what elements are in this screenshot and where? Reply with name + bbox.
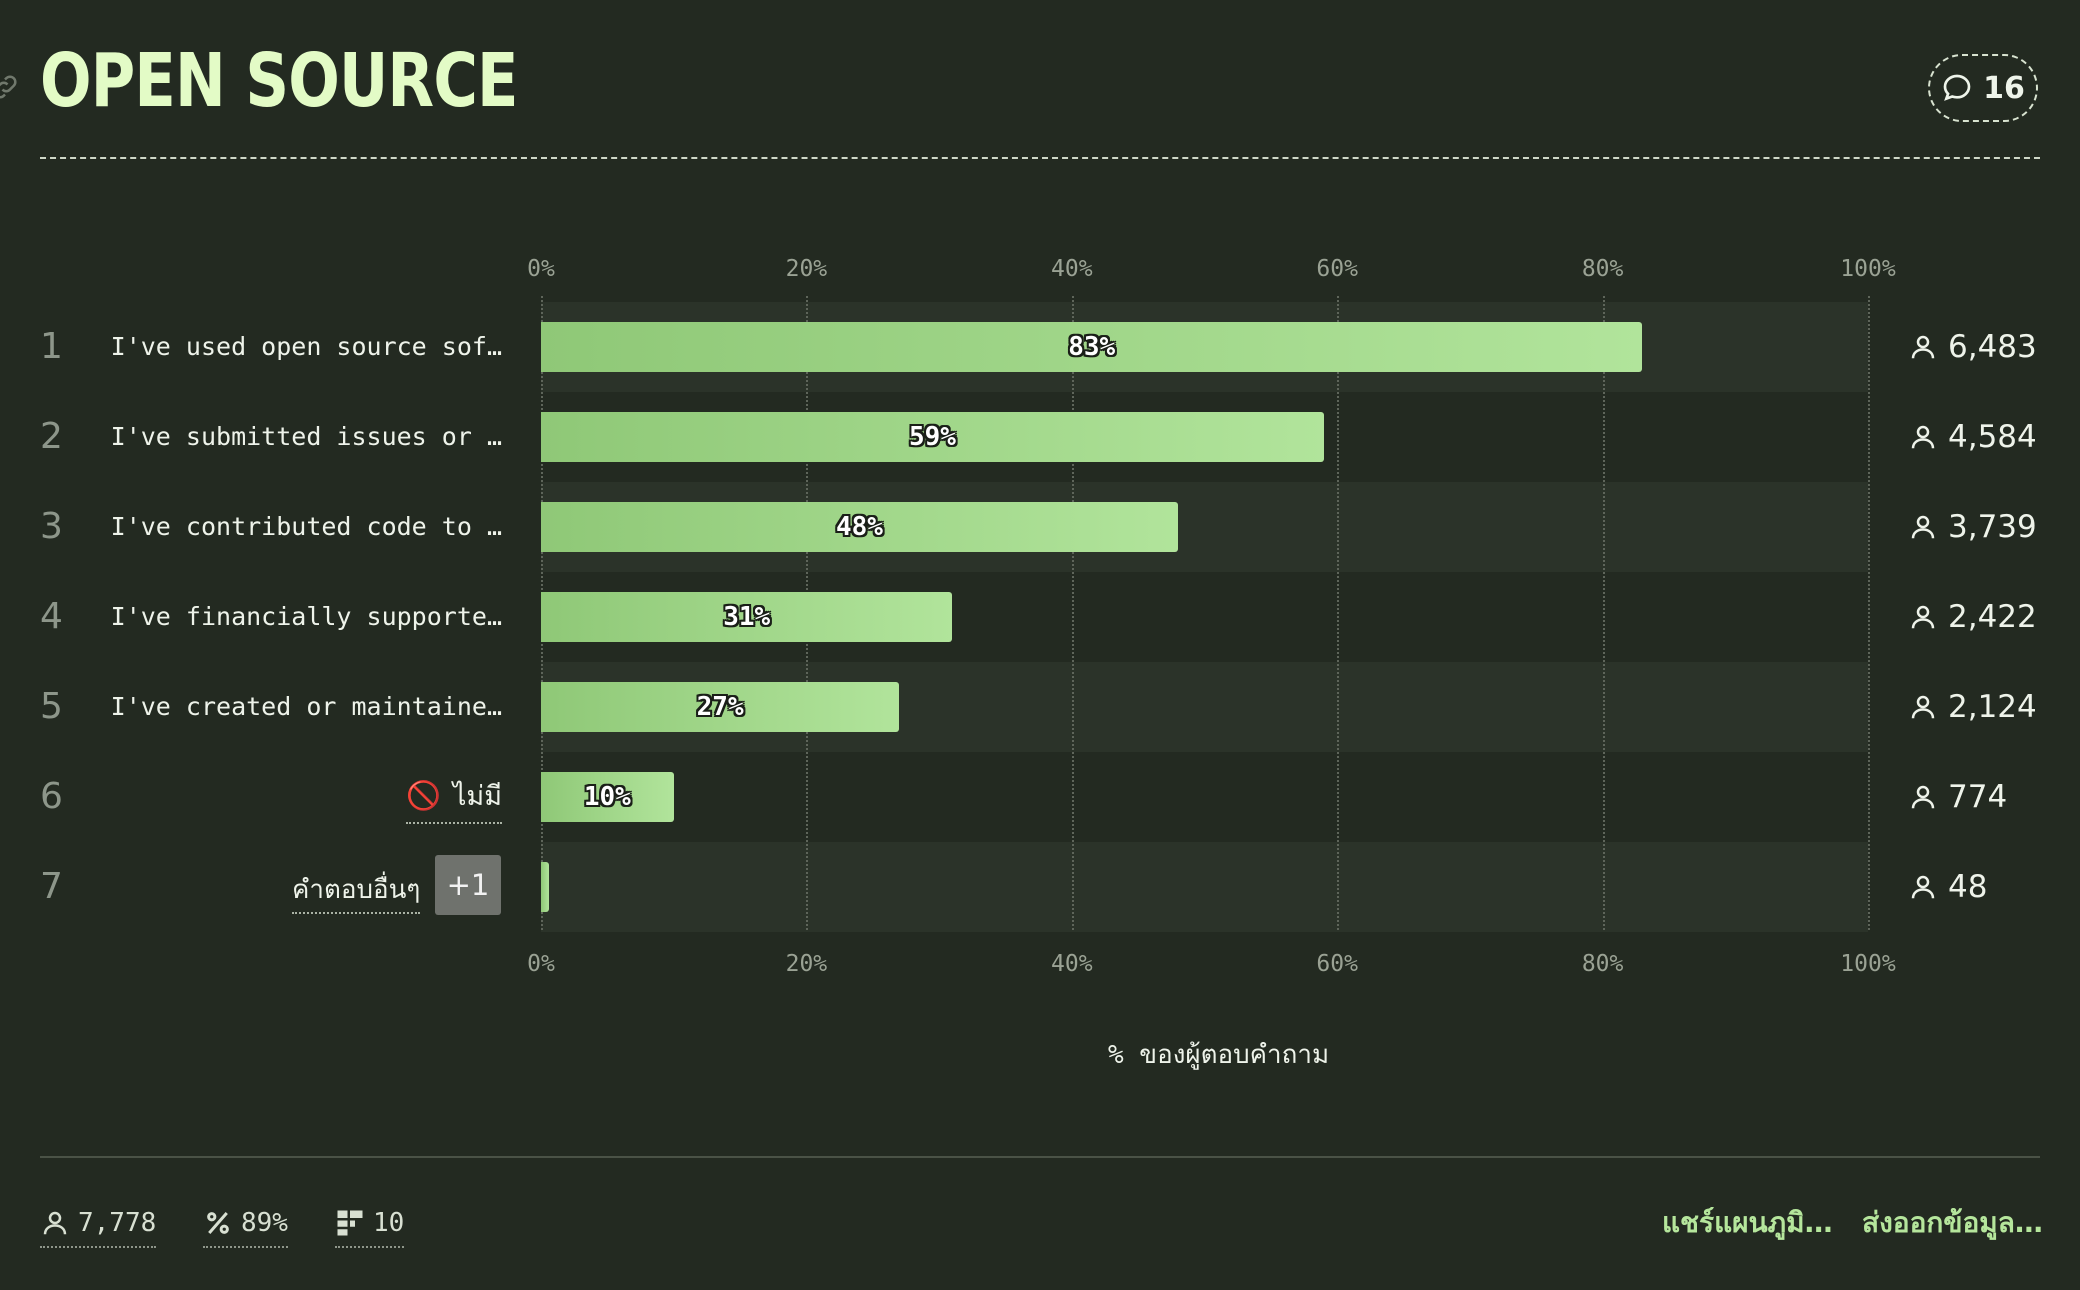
respondent-count-value: 2,124	[1948, 689, 2037, 725]
comment-count: 16	[1983, 70, 2025, 106]
row-rank: 7	[40, 866, 63, 907]
respondent-count-value: 6,483	[1948, 329, 2037, 365]
bar-value-label: 59%	[908, 422, 956, 452]
x-axis-title: % ของผู้ตอบคำถาม	[1108, 1040, 1330, 1070]
respondents-stat[interactable]: 7,778	[40, 1200, 157, 1248]
category-label[interactable]: I've contributed code to …	[110, 512, 502, 541]
person-icon	[1911, 425, 1935, 449]
footer-divider	[40, 1156, 2040, 1158]
x-tick-label-bottom: 40%	[1051, 951, 1093, 977]
respondent-count: 6,483	[1908, 302, 2048, 392]
percent-stat[interactable]: 89%	[203, 1200, 288, 1248]
category-label[interactable]: I've created or maintaine…	[110, 692, 502, 721]
category-label-none[interactable]: 🚫 ไม่มี	[405, 770, 502, 824]
bar[interactable]	[541, 682, 900, 732]
category-label[interactable]: I've financially supporte…	[110, 602, 502, 631]
respondent-count-value: 2,422	[1948, 599, 2037, 635]
x-tick-label-top: 100%	[1840, 256, 1896, 282]
bar[interactable]	[541, 592, 953, 642]
header-divider	[40, 157, 2040, 159]
x-tick-label-bottom: 80%	[1581, 951, 1624, 977]
x-tick-label-top: 80%	[1581, 256, 1624, 282]
export-data-link[interactable]: ส่งออกข้อมูล…	[1862, 1206, 2043, 1239]
questions-stat[interactable]: 10	[335, 1200, 405, 1248]
row-band	[541, 842, 1868, 932]
person-icon	[1911, 785, 1935, 809]
person-icon	[1911, 515, 1935, 539]
prohibited-icon: 🚫	[405, 778, 441, 812]
x-gridline	[1868, 296, 1870, 930]
respondent-count: 48	[1908, 842, 2048, 932]
row-rank: 4	[40, 596, 63, 637]
bar[interactable]	[541, 412, 1324, 462]
category-label-text: ไม่มี	[452, 780, 502, 812]
respondent-count-value: 4,584	[1948, 419, 2037, 455]
bar-value-label: 27%	[696, 692, 744, 722]
x-gridline	[1071, 296, 1074, 930]
bar[interactable]	[541, 502, 1178, 552]
person-icon	[1911, 695, 1935, 719]
link-icon[interactable]	[0, 72, 20, 102]
page-title: OPEN SOURCE	[40, 38, 518, 124]
bar[interactable]	[541, 322, 1643, 372]
percent-icon	[207, 1212, 229, 1234]
row-rank: 6	[40, 776, 63, 817]
row-rank: 1	[40, 326, 63, 367]
respondent-count: 2,422	[1908, 572, 2048, 662]
x-gridline	[1337, 296, 1340, 930]
row-rank: 2	[40, 416, 63, 457]
percent-value: 89%	[241, 1208, 288, 1238]
person-icon	[1911, 335, 1935, 359]
category-label[interactable]: I've submitted issues or …	[110, 422, 502, 451]
respondents-value: 7,778	[78, 1208, 157, 1238]
x-tick-label-bottom: 60%	[1316, 951, 1358, 977]
person-icon	[1911, 875, 1935, 899]
bar[interactable]	[541, 772, 674, 822]
bar-value-label: 10%	[583, 782, 631, 812]
x-gridline	[1602, 296, 1605, 930]
bar-value-label: 83%	[1068, 332, 1116, 362]
category-label-other[interactable]: คำตอบอื่นๆ	[292, 866, 421, 914]
bar-value-label: 31%	[723, 602, 771, 632]
respondent-count-value: 48	[1948, 869, 1988, 905]
comment-icon	[1943, 74, 1971, 101]
bar[interactable]	[541, 862, 549, 912]
x-tick-label-bottom: 100%	[1840, 951, 1896, 977]
respondent-count: 3,739	[1908, 482, 2048, 572]
more-answers-badge[interactable]: +1	[435, 855, 501, 915]
blocks-icon	[337, 1210, 363, 1236]
x-tick-label-top: 20%	[785, 256, 828, 282]
questions-value: 10	[373, 1208, 405, 1238]
respondent-count-value: 774	[1948, 779, 2008, 815]
x-tick-label-top: 40%	[1051, 256, 1093, 282]
row-rank: 3	[40, 506, 63, 547]
respondent-count: 4,584	[1908, 392, 2048, 482]
person-icon	[1911, 605, 1935, 629]
respondent-count: 774	[1908, 752, 2048, 842]
comments-button[interactable]: 16	[1928, 54, 2038, 122]
x-tick-label-top: 60%	[1316, 256, 1358, 282]
bar-value-label: 48%	[835, 512, 883, 542]
x-tick-label-bottom: 0%	[527, 951, 555, 977]
person-icon	[43, 1211, 67, 1235]
share-chart-link[interactable]: แชร์แผนภูมิ…	[1662, 1206, 1833, 1239]
row-rank: 5	[40, 686, 63, 727]
respondent-count: 2,124	[1908, 662, 2048, 752]
x-tick-label-bottom: 20%	[785, 951, 828, 977]
respondent-count-value: 3,739	[1948, 509, 2037, 545]
x-tick-label-top: 0%	[527, 256, 555, 282]
category-label[interactable]: I've used open source sof…	[110, 332, 502, 361]
